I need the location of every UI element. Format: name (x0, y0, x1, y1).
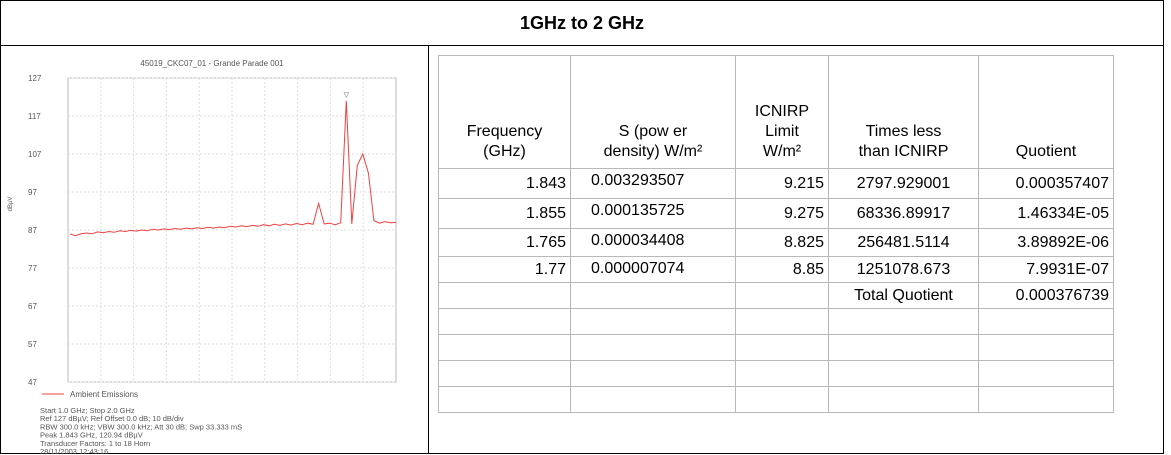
note: RBW 300.0 kHz; VBW 300.0 kHz; Att 30 dB;… (40, 422, 242, 431)
y-tick-label: 87 (28, 226, 37, 235)
empty-cell (828, 308, 979, 335)
header-cell: S (pow er density) W/m² (570, 55, 736, 169)
data-cell: 2797.929001 (828, 168, 979, 199)
data-cell: 0.003293507 (570, 168, 736, 199)
legend-label: Ambient Emissions (70, 390, 138, 399)
trace (69, 100, 397, 237)
empty-cell (735, 386, 829, 413)
empty-cell (735, 360, 829, 387)
empty-row (438, 386, 1114, 413)
note: Peak 1.843 GHz, 120.94 dBµV (40, 431, 143, 440)
header-line: (GHz) (483, 143, 526, 160)
total-row: Total Quotient 0.000376739 (438, 282, 1114, 309)
header-line: Quotient (1015, 143, 1077, 160)
header-line: ICNIRP (754, 103, 810, 120)
y-tick-label: 127 (28, 74, 42, 83)
y-axis-label: dBµV (8, 197, 14, 212)
data-row: 1.843 0.003293507 9.215 2797.929001 0.000357… (438, 168, 1114, 199)
empty-cell (978, 386, 1114, 413)
header-line: density) W/m² (603, 143, 703, 160)
empty-cell (570, 386, 736, 413)
note: Transducer Factors: 1 to 18 Horn (40, 439, 150, 448)
title: 1GHz to 2 GHz (0, 0, 1164, 46)
empty-cell (570, 282, 736, 309)
header-cell: Frequency (GHz) (438, 55, 571, 169)
data-cell: 8.85 (735, 256, 829, 283)
header-line: Times less (865, 123, 942, 140)
empty-cell (570, 334, 736, 361)
spectrum-chart: 45019_CKC07_01 - Grande Parade 001 47 57 67… (8, 59, 397, 454)
empty-cell (735, 282, 829, 309)
note: Start 1.0 GHz; Stop 2.0 GHz (40, 406, 135, 415)
data-cell: 3.89892E-06 (978, 228, 1114, 257)
header-row: Frequency (GHz) S (pow er density) W/m² ICNI… (438, 55, 1114, 169)
empty-cell (438, 308, 571, 335)
data-cell: 1.77 (438, 256, 571, 283)
data-cell: 256481.5114 (828, 228, 979, 257)
header-line: Limit (765, 123, 799, 140)
empty-cell (828, 386, 979, 413)
empty-cell (438, 334, 571, 361)
results-table: Frequency (GHz) S (pow er density) W/m² ICNI… (438, 55, 1114, 413)
y-tick-label: 107 (28, 150, 42, 159)
data-row: 1.77 0.000007074 8.85 1251078.673 7.9931E-07 (438, 256, 1114, 283)
empty-cell (735, 308, 829, 335)
empty-row (438, 360, 1114, 387)
empty-cell (570, 360, 736, 387)
data-cell: 0.000034408 (570, 228, 736, 257)
total-value: 0.000376739 (978, 282, 1114, 309)
empty-cell (438, 360, 571, 387)
data-cell: 7.9931E-07 (978, 256, 1114, 283)
data-cell: 0.000135725 (570, 198, 736, 229)
empty-cell (978, 334, 1114, 361)
data-cell: 8.825 (735, 228, 829, 257)
data-cell: 0.000007074 (570, 256, 736, 283)
y-tick-label: 67 (28, 302, 37, 311)
peak-marker: ▽ (344, 92, 350, 99)
empty-cell (438, 386, 571, 413)
data-cell: 9.215 (735, 168, 829, 199)
data-cell: 1.46334E-05 (978, 198, 1114, 229)
y-tick-label: 77 (28, 264, 37, 273)
header-cell: Quotient (978, 55, 1114, 169)
divider (428, 45, 429, 454)
empty-cell (828, 334, 979, 361)
data-cell: 1.765 (438, 228, 571, 257)
data-cell: 68336.89917 (828, 198, 979, 229)
y-tick-label: 117 (28, 112, 41, 121)
empty-cell (978, 308, 1114, 335)
chart-title: 45019_CKC07_01 - Grande Parade 001 (140, 59, 284, 68)
data-cell: 1251078.673 (828, 256, 979, 283)
header-cell: Times less than ICNIRP (828, 55, 979, 169)
empty-cell (570, 308, 736, 335)
note: Ref 127 dBµV; Ref Offset 0.0 dB; 10 dB/d… (40, 414, 184, 423)
empty-cell (438, 282, 571, 309)
empty-cell (978, 360, 1114, 387)
header-line: than ICNIRP (858, 143, 949, 160)
header-line: W/m² (762, 143, 802, 160)
header-line: S (pow er (618, 123, 688, 140)
data-row: 1.765 0.000034408 8.825 256481.5114 3.89892E… (438, 228, 1114, 257)
header-line: Frequency (466, 123, 543, 140)
total-label: Total Quotient (828, 282, 979, 309)
data-cell: 1.843 (438, 168, 571, 199)
y-tick-label: 97 (28, 188, 37, 197)
empty-cell (828, 360, 979, 387)
empty-row (438, 334, 1114, 361)
data-cell: 9.275 (735, 198, 829, 229)
empty-row (438, 308, 1114, 335)
y-tick-label: 57 (28, 340, 37, 349)
data-row: 1.855 0.000135725 9.275 68336.89917 1.46334E… (438, 198, 1114, 229)
header-cell: ICNIRP Limit W/m² (735, 55, 829, 169)
note: 28/11/2003 12:43:16 (40, 447, 108, 454)
empty-cell (735, 334, 829, 361)
data-cell: 0.000357407 (978, 168, 1114, 199)
data-cell: 1.855 (438, 198, 571, 229)
y-tick-label: 47 (28, 378, 37, 387)
